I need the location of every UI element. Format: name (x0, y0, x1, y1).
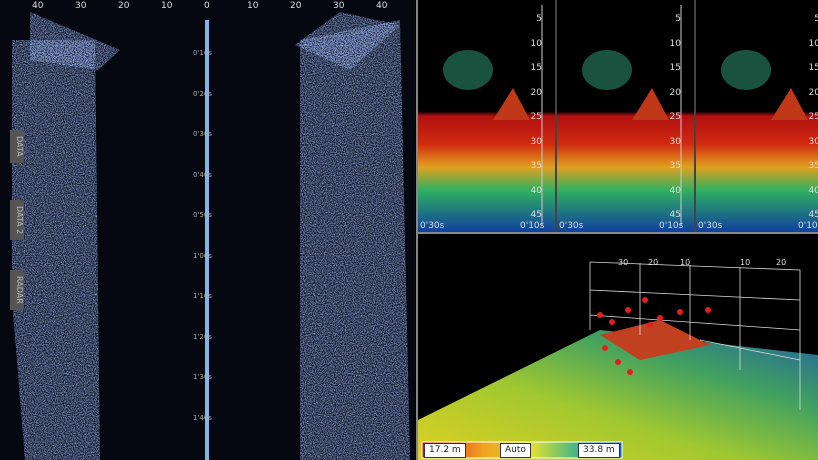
scale-3d-label: 10 (680, 258, 691, 267)
depth-label: 20 (669, 87, 681, 98)
time-start: 0'30s (698, 221, 723, 231)
side-tab[interactable]: DATA 2 (10, 200, 24, 241)
depth-label: 45 (669, 210, 681, 220)
depth-label: 10 (530, 38, 542, 49)
seabed-3d (418, 330, 818, 460)
time-end: 0'10s (659, 221, 684, 231)
history-echo (418, 0, 555, 232)
time-label: 0'10s (193, 49, 212, 57)
scale-3d-label: 20 (776, 258, 787, 267)
time-label: 0'30s (193, 130, 212, 138)
seamount-3d (600, 320, 710, 360)
side-tab[interactable]: RADAR (10, 270, 24, 310)
time-end: 0'10s (520, 221, 545, 231)
time-label: 1'30s (193, 373, 212, 381)
history-echo (557, 0, 694, 232)
depth-label: 25 (669, 112, 681, 122)
depth-label: 20 (530, 87, 542, 98)
depth-label: 30 (530, 136, 542, 147)
range-label: 30 (333, 1, 345, 11)
time-label: 1'40s (193, 413, 212, 422)
range-label: 0 (204, 1, 210, 11)
depth-label: 45 (530, 210, 542, 220)
depth-label: 30 (669, 136, 681, 147)
depth-label: 35 (530, 161, 542, 171)
depth-label: 5 (536, 14, 542, 24)
depth-label: 15 (669, 63, 681, 73)
time-label: 1'00s (193, 251, 212, 260)
port-echo (12, 40, 100, 460)
grid-3d (589, 261, 801, 410)
range-label: 40 (32, 1, 44, 11)
depth-label: 15 (808, 63, 818, 73)
scale-3d-label: 30 (618, 258, 629, 267)
depth-label: 25 (530, 112, 542, 122)
depth-label: 5 (814, 14, 818, 24)
time-label: 1'20s (193, 332, 212, 341)
time-label: 1'10s (193, 292, 212, 300)
depth-label: 10 (808, 38, 818, 49)
time-label: 0'40s (193, 170, 212, 179)
starboard-echo-top (295, 12, 400, 70)
time-label: 0'20s (193, 89, 212, 98)
time-start: 0'30s (559, 221, 584, 231)
legend-mode: Auto (500, 443, 531, 458)
scale-3d-label: 20 (648, 258, 659, 267)
time-end: 0'10s (798, 221, 818, 231)
fish-school (443, 50, 493, 90)
depth-label: 40 (808, 185, 818, 196)
legend-min: 17.2 m (424, 443, 466, 458)
range-label: 30 (75, 1, 87, 11)
seamount-echo (493, 88, 530, 120)
history-panels (418, 0, 818, 232)
depth-label: 35 (808, 161, 818, 171)
depth-label: 20 (808, 87, 818, 98)
depth-label: 25 (808, 112, 818, 122)
range-label: 10 (161, 1, 173, 11)
time-label: 0'50s (193, 211, 212, 219)
port-echo-top (30, 12, 120, 70)
depth-label: 30 (808, 136, 818, 147)
depth-label: 5 (675, 14, 681, 24)
starboard-echo (300, 20, 410, 460)
range-label: 20 (118, 1, 130, 11)
depth-label: 45 (808, 210, 818, 220)
time-start: 0'30s (420, 221, 445, 231)
range-label: 20 (290, 1, 302, 11)
fish-school (721, 50, 771, 90)
depth-label: 15 (530, 63, 542, 73)
depth-label: 40 (530, 185, 542, 196)
divider (418, 232, 818, 234)
legend-max: 33.8 m (578, 443, 620, 458)
divider (416, 0, 418, 460)
range-label: 10 (247, 1, 259, 11)
center-track (205, 20, 209, 460)
fish-targets (597, 297, 711, 375)
side-tab[interactable]: DATA (10, 130, 24, 163)
seamount-echo (632, 88, 669, 120)
range-label: 40 (376, 1, 388, 11)
depth-label: 40 (669, 185, 681, 196)
depth-label: 35 (669, 161, 681, 171)
scale-3d-label: 10 (740, 258, 751, 267)
seamount-echo (771, 88, 808, 120)
depth-label: 10 (669, 38, 681, 49)
fish-school (582, 50, 632, 90)
